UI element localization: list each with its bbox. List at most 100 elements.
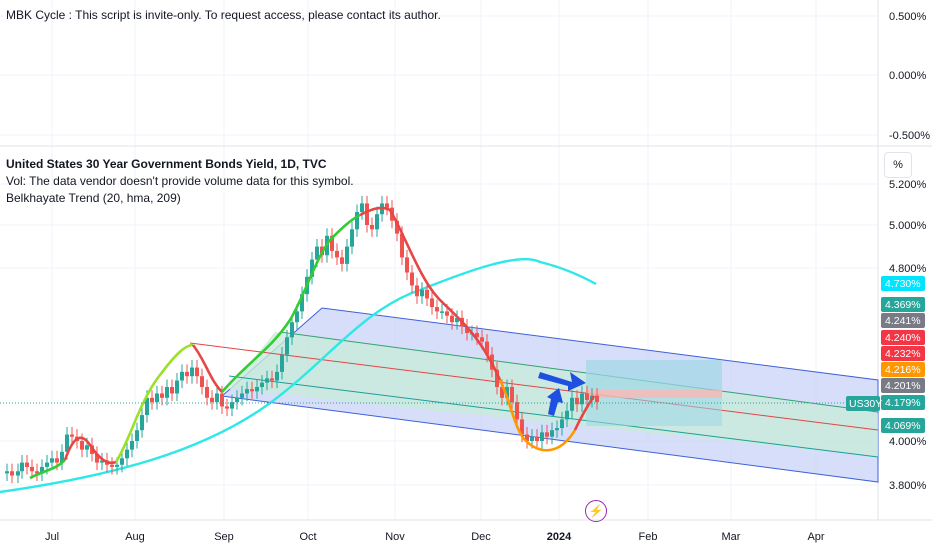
candle-body xyxy=(315,246,319,260)
candle-body xyxy=(375,214,379,230)
candle-body xyxy=(475,333,479,338)
trend-segment xyxy=(221,213,361,393)
candle-body xyxy=(245,389,249,394)
candle-body xyxy=(225,406,229,409)
channel-median-line xyxy=(189,342,879,431)
candle-body xyxy=(190,367,194,377)
price-badge xyxy=(881,418,925,433)
candle-body xyxy=(335,250,339,258)
trend-indicator-label[interactable]: Belkhayate Trend (20, hma, 209) xyxy=(6,191,181,205)
time-label: Mar xyxy=(722,531,741,543)
candle-body xyxy=(115,464,119,467)
candle-body xyxy=(415,285,419,297)
channel-upper-line xyxy=(279,331,879,413)
price-badge-text: 4.369% xyxy=(885,299,921,311)
stop-zone[interactable] xyxy=(586,390,722,398)
price-badge xyxy=(881,346,925,361)
trend-segment xyxy=(63,436,117,465)
candle-body xyxy=(275,371,279,381)
candle-body xyxy=(560,419,564,429)
price-badge-text: 4.179% xyxy=(885,397,921,409)
candle-body xyxy=(235,397,239,403)
candle-body xyxy=(585,393,589,400)
time-label: Nov xyxy=(385,531,405,543)
candle-body xyxy=(285,337,289,355)
candle-body xyxy=(16,471,20,476)
scale-label: 0.500% xyxy=(889,11,927,23)
candle-body xyxy=(110,464,114,467)
scale-label: 5.200% xyxy=(889,179,927,191)
trend-segment xyxy=(573,395,596,431)
candle-body xyxy=(140,415,144,431)
target-zone[interactable] xyxy=(586,360,722,390)
candle-body xyxy=(510,387,514,403)
candle-body xyxy=(165,387,169,398)
candle-body xyxy=(435,307,439,312)
price-badge xyxy=(881,313,925,328)
flash-icon[interactable]: ⚡ xyxy=(585,500,607,522)
candle-body xyxy=(425,289,429,299)
candle-body xyxy=(270,378,274,381)
scale-label: -0.500% xyxy=(889,130,930,142)
candle-body xyxy=(130,441,134,450)
candle-body xyxy=(420,289,424,297)
candle-body xyxy=(185,371,189,377)
candle-body xyxy=(35,471,39,474)
candle-body xyxy=(100,460,104,463)
candle-body xyxy=(365,203,369,225)
candle-body xyxy=(580,393,584,405)
candle-body xyxy=(60,451,64,463)
candle-body xyxy=(30,466,34,472)
candle-body xyxy=(525,434,529,441)
price-badge xyxy=(881,362,925,377)
trend-segment xyxy=(114,343,194,463)
candle-body xyxy=(445,311,449,316)
candle-body xyxy=(10,471,14,476)
percent-scale-button[interactable]: % xyxy=(884,152,912,178)
price-badge-text: 4.232% xyxy=(885,348,921,360)
candle-body xyxy=(330,235,334,251)
time-scale[interactable]: Jul Aug Sep Oct Nov Dec 2024 Feb Mar Apr xyxy=(45,531,825,543)
trend-segment xyxy=(359,206,391,217)
candle-body xyxy=(280,354,284,372)
candle-body xyxy=(350,229,354,247)
candle-body xyxy=(500,387,504,398)
candle-body xyxy=(300,294,304,312)
price-scale[interactable]: 0.500% 0.000% -0.500% 5.200% 5.000% 4.800% 4.0… xyxy=(889,11,930,492)
trend-segment xyxy=(498,379,526,441)
candle-body xyxy=(70,434,74,437)
price-badge xyxy=(881,276,925,291)
candle-body xyxy=(195,367,199,377)
candle-body xyxy=(65,434,69,452)
candle-body xyxy=(255,387,259,392)
candle-body xyxy=(345,246,349,264)
candle-body xyxy=(450,315,454,323)
time-label: 2024 xyxy=(547,531,572,543)
candle-body xyxy=(485,341,489,355)
scale-label: 3.800% xyxy=(889,480,927,492)
candle-body xyxy=(95,453,99,463)
candle-body xyxy=(555,428,559,431)
page-title[interactable]: United States 30 Year Government Bonds Y… xyxy=(6,157,327,171)
price-badge-text: 4.216% xyxy=(885,364,921,376)
price-badges: 4.730% 4.369% 4.241% 4.240% 4.232% 4.216% 4.20… xyxy=(881,276,925,433)
candle-body xyxy=(465,326,469,333)
price-badge-text: 4.201% xyxy=(885,380,921,392)
trend-segment xyxy=(29,459,66,480)
candle-body xyxy=(530,436,534,441)
candle-body xyxy=(135,430,139,441)
candle-body xyxy=(160,393,164,398)
price-badge-text: 4.069% xyxy=(885,420,921,432)
volume-note[interactable]: Vol: The data vendor doesn't provide vol… xyxy=(6,174,354,188)
scale-label: 4.000% xyxy=(889,436,927,448)
mbk-cycle-label[interactable]: MBK Cycle : This script is invite-only. … xyxy=(6,8,441,22)
candle-body xyxy=(535,436,539,441)
target-zone-lower[interactable] xyxy=(586,398,722,426)
grid xyxy=(0,0,878,520)
candle-body xyxy=(145,397,149,416)
arrow-icon[interactable] xyxy=(538,372,586,416)
price-badge xyxy=(881,330,925,345)
candle-body xyxy=(120,458,124,465)
long-cycle-line xyxy=(0,258,597,494)
